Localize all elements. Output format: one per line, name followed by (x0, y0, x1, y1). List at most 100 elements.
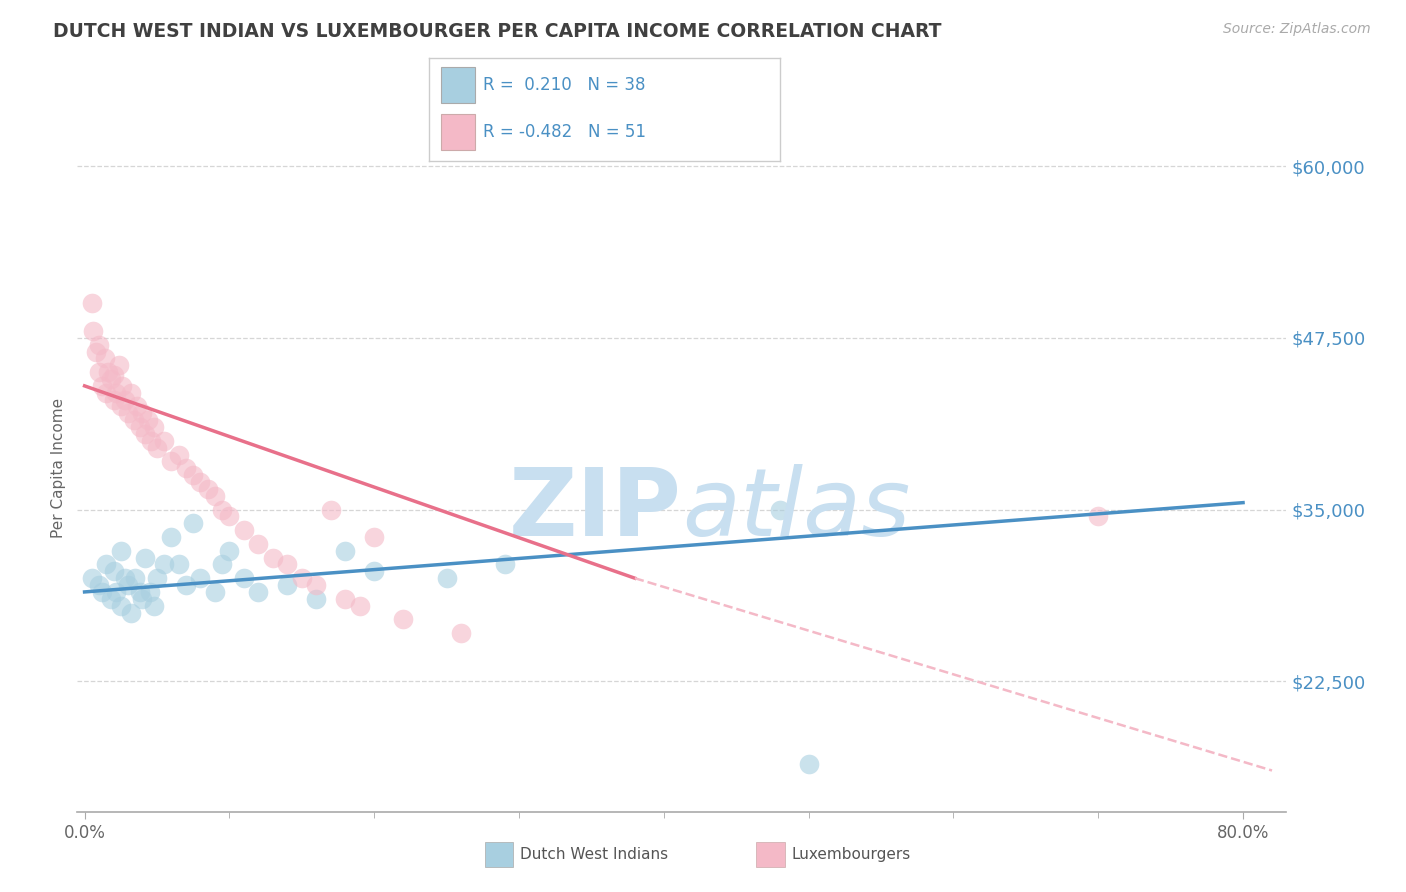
Point (319, 502, 342, 516)
Point (262, 550, 284, 565)
Point (100, 372, 122, 386)
Point (96, 385, 118, 400)
Point (111, 379, 134, 393)
Point (136, 413, 159, 427)
Text: Luxembourgers: Luxembourgers (792, 847, 911, 862)
Point (218, 543, 240, 558)
Point (103, 392, 125, 407)
Point (131, 591, 153, 606)
Point (80, 571, 103, 585)
Point (141, 434, 163, 448)
Bar (441, 67, 475, 103)
Point (146, 571, 169, 585)
Point (769, 502, 792, 516)
Point (305, 578, 328, 592)
Point (190, 475, 212, 489)
Point (450, 626, 472, 640)
Point (232, 571, 254, 585)
Point (204, 489, 226, 503)
Point (247, 585, 270, 599)
Point (335, 543, 357, 558)
Point (232, 523, 254, 537)
Point (349, 599, 371, 613)
Bar (441, 114, 475, 150)
Text: atlas: atlas (682, 464, 910, 555)
Point (247, 537, 270, 551)
Point (305, 591, 328, 606)
Point (125, 400, 148, 414)
Point (97, 365, 120, 379)
Point (174, 461, 197, 475)
Point (120, 385, 142, 400)
Point (110, 599, 132, 613)
Point (160, 530, 183, 544)
Point (110, 543, 132, 558)
Point (146, 441, 169, 455)
Point (167, 448, 190, 462)
Point (103, 564, 125, 578)
Point (363, 564, 385, 578)
Point (276, 558, 298, 572)
Point (80, 296, 103, 310)
Text: Dutch West Indians: Dutch West Indians (520, 847, 668, 862)
Point (143, 599, 166, 613)
Point (197, 482, 219, 496)
Point (105, 585, 128, 599)
Point (134, 550, 156, 565)
Point (204, 585, 226, 599)
Point (181, 516, 204, 531)
Point (120, 606, 142, 620)
Text: DUTCH WEST INDIAN VS LUXEMBOURGER PER CAPITA INCOME CORRELATION CHART: DUTCH WEST INDIAN VS LUXEMBOURGER PER CA… (53, 22, 942, 41)
Point (143, 420, 166, 434)
Point (797, 756, 820, 771)
Point (87, 578, 110, 592)
Y-axis label: Per Capita Income: Per Capita Income (51, 398, 66, 539)
Point (153, 434, 176, 448)
Point (87, 337, 110, 351)
Point (335, 591, 357, 606)
Point (117, 406, 139, 420)
Point (167, 558, 190, 572)
Point (138, 585, 160, 599)
Point (181, 468, 204, 483)
Point (128, 420, 150, 434)
Point (291, 571, 314, 585)
Point (363, 530, 385, 544)
Point (276, 578, 298, 592)
Point (1087, 509, 1109, 524)
Point (103, 368, 125, 382)
Text: ZIP: ZIP (509, 464, 682, 556)
Point (84, 344, 107, 359)
Point (114, 571, 136, 585)
Point (91, 585, 114, 599)
Point (94, 351, 117, 366)
Text: R = -0.482   N = 51: R = -0.482 N = 51 (484, 123, 647, 141)
Point (190, 571, 212, 585)
Text: R =  0.210   N = 38: R = 0.210 N = 38 (484, 76, 645, 95)
Point (108, 358, 131, 372)
Point (160, 454, 183, 468)
Point (134, 426, 156, 441)
Point (218, 509, 240, 524)
Text: Source: ZipAtlas.com: Source: ZipAtlas.com (1223, 22, 1371, 37)
Point (494, 558, 516, 572)
Point (96, 558, 118, 572)
Point (211, 502, 233, 516)
Point (110, 400, 132, 414)
Point (87, 365, 110, 379)
Point (100, 591, 122, 606)
Point (105, 385, 128, 400)
Point (174, 578, 197, 592)
Point (114, 392, 136, 407)
Point (82, 324, 104, 338)
Point (153, 558, 176, 572)
Point (211, 558, 233, 572)
Point (124, 571, 146, 585)
Point (117, 578, 139, 592)
Point (392, 612, 415, 626)
Point (436, 571, 458, 585)
Point (91, 379, 114, 393)
Point (131, 406, 153, 420)
Point (122, 413, 145, 427)
Point (128, 585, 150, 599)
